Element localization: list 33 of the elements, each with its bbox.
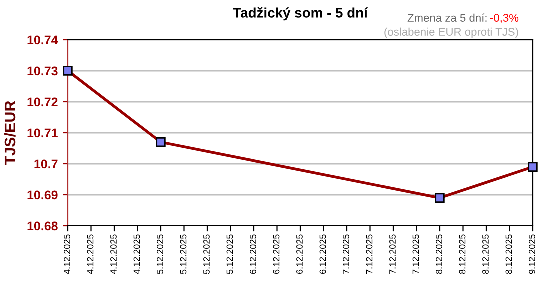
x-tick-label: 5.12.2025 — [180, 234, 187, 274]
x-tick-label: 7.12.2025 — [412, 234, 420, 274]
y-tick-label: 10.73 — [28, 66, 58, 76]
text: (oslabenie EUR oproti TJS) — [384, 28, 518, 38]
y-tick-label: 10.72 — [28, 98, 58, 107]
x-tick-label: 8.12.2025 — [506, 234, 512, 274]
x-tick-label: 4.12.2025 — [87, 234, 94, 274]
x-tick-label: 4.12.2025 — [64, 234, 70, 274]
x-tick-label: 8.12.2025 — [459, 234, 466, 274]
x-tick-label: 6.12.2025 — [273, 234, 280, 274]
x-tick-label: 5.12.2025 — [157, 234, 164, 274]
x-tick-label: 5.12.2025 — [204, 234, 210, 274]
text: -0,3% — [490, 14, 519, 24]
x-tick-label: 5.12.2025 — [226, 234, 234, 274]
x-tick-label: 8.12.2025 — [482, 234, 489, 274]
y-tick-label: 10.7 — [34, 160, 58, 169]
y-axis-title: TJS/EUR — [4, 101, 16, 166]
x-tick-label: 8.12.2025 — [436, 234, 442, 274]
y-tick-label: 10.74 — [28, 36, 58, 45]
chart-title: Tadžický som - 5 dní — [233, 7, 368, 21]
y-tick-label: 10.69 — [28, 190, 58, 200]
x-tick-label: 7.12.2025 — [390, 234, 396, 274]
y-tick-label: 10.68 — [28, 222, 58, 231]
x-tick-label: 6.12.2025 — [296, 234, 303, 274]
y-tick-label: 10.71 — [28, 128, 58, 138]
x-tick-label: 9.12.2025 — [529, 234, 536, 274]
x-tick-label: 4.12.2025 — [134, 234, 140, 274]
x-tick-label: 6.12.2025 — [250, 234, 256, 274]
text: Zmena za 5 dní: — [408, 14, 487, 22]
x-tick-label: 6.12.2025 — [320, 234, 326, 274]
x-tick-label: 7.12.2025 — [343, 234, 350, 274]
x-tick-label: 4.12.2025 — [110, 234, 117, 274]
x-tick-label: 7.12.2025 — [366, 234, 373, 274]
